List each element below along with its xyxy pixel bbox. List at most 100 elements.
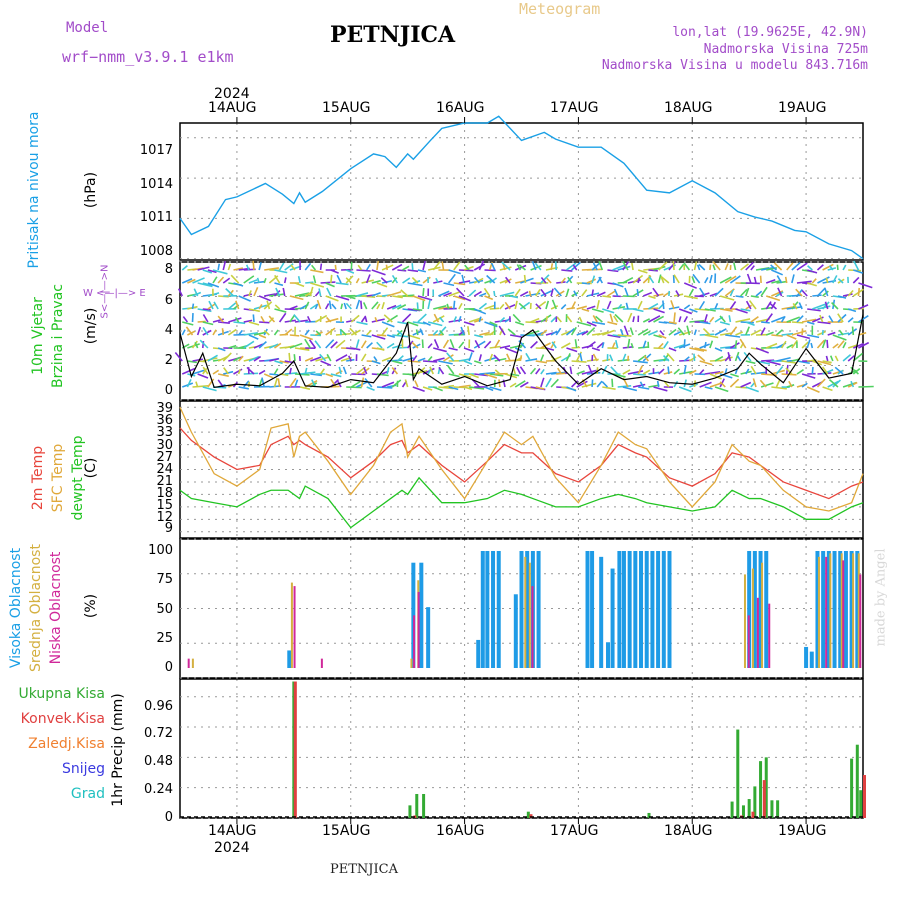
wind-arrow xyxy=(385,264,388,271)
wind-arrow xyxy=(759,275,762,284)
wind-arrow xyxy=(514,380,526,388)
wind-arrow xyxy=(678,308,693,315)
wind-arrow xyxy=(248,279,258,284)
wind-arrow xyxy=(243,293,252,297)
wind-arrow xyxy=(422,260,427,271)
wind-arrow xyxy=(546,277,552,284)
wind-arrow xyxy=(691,276,696,284)
wind-arrow xyxy=(310,356,322,362)
top-day-label: 16AUG xyxy=(436,100,485,116)
cloud-bar xyxy=(187,658,190,668)
wind-arrow xyxy=(357,264,363,271)
wind-arrow xyxy=(796,280,812,284)
wind-arrow xyxy=(207,378,215,388)
wind-arrow xyxy=(364,315,368,323)
wind-arrow xyxy=(411,263,414,271)
wind-arrow xyxy=(245,264,250,271)
wind-arrow xyxy=(632,274,644,284)
wind-arrow xyxy=(697,354,706,362)
temp-tick: 24 xyxy=(156,462,173,477)
wind-arrow xyxy=(391,379,402,388)
model-name: wrf−nmm_v3.9.1 e1km xyxy=(62,48,234,66)
wind-arrow xyxy=(735,295,744,298)
cloud-bar xyxy=(840,553,843,668)
wind-arrow xyxy=(642,340,647,349)
cloud-bar xyxy=(644,551,649,668)
wind-arrow xyxy=(602,358,611,362)
wind-arrow xyxy=(330,341,338,349)
wind-arrow xyxy=(304,367,308,375)
wind-arrow xyxy=(622,260,629,271)
wind-arrow xyxy=(256,277,260,284)
wind-arrow xyxy=(625,302,629,310)
wind-arrow xyxy=(356,321,368,326)
wind-arrow xyxy=(740,381,752,388)
wind-arrow xyxy=(853,269,864,274)
temp-tick: 12 xyxy=(156,510,173,525)
wind-arrow xyxy=(627,338,631,349)
wind-arrow xyxy=(483,340,492,349)
wind-arrow xyxy=(243,380,250,388)
wind-arrow xyxy=(396,355,404,362)
wind-arrow xyxy=(858,315,869,323)
wind-arrow xyxy=(810,342,814,349)
wind-arrow xyxy=(523,274,527,284)
wind-arrow xyxy=(827,380,839,388)
wind-arrow xyxy=(636,289,639,297)
cloud-bar xyxy=(843,551,848,668)
bottom-day-label: 14AUG xyxy=(208,823,257,839)
wind-arrow xyxy=(453,282,466,286)
wind-arrow xyxy=(248,334,259,340)
wind-arrow xyxy=(274,360,283,365)
wind-arrow xyxy=(458,316,462,323)
bottom-day-label: 16AUG xyxy=(436,823,485,839)
wind-arrow xyxy=(745,304,753,310)
wind-arrow xyxy=(576,370,585,375)
wind-arrow xyxy=(499,345,511,349)
wind-arrow xyxy=(837,313,847,323)
wind-arrow xyxy=(673,343,686,349)
wind-arrow xyxy=(227,263,232,271)
wind-arrow xyxy=(712,264,716,271)
wind-arrow xyxy=(416,302,419,310)
wind-arrow xyxy=(837,278,844,284)
wind-arrow xyxy=(505,276,511,284)
wind-arrow xyxy=(653,386,668,392)
wind-arrow xyxy=(540,276,547,284)
wind-arrow xyxy=(535,289,541,297)
wind-arrow xyxy=(439,316,445,323)
wind-arrow xyxy=(519,381,529,388)
wind-arrow xyxy=(739,338,747,349)
wind-arrow xyxy=(842,264,847,271)
wind-arrow xyxy=(768,302,778,310)
wind-arrow xyxy=(617,384,632,388)
wind-arrow xyxy=(248,355,260,362)
wind-arrow xyxy=(576,380,588,388)
wind-arrow xyxy=(222,352,232,362)
wind-arrow xyxy=(550,378,559,388)
wind-arrow xyxy=(195,381,199,388)
wind-arrow xyxy=(612,282,624,288)
wind-arrow xyxy=(412,295,426,302)
wind-arrow xyxy=(613,315,619,323)
wind-arrow xyxy=(221,328,225,336)
wind-arrow xyxy=(334,264,337,271)
cloud-bar xyxy=(849,551,854,668)
precip-bar xyxy=(855,744,859,818)
cloud-bar xyxy=(768,603,771,668)
wind-arrow xyxy=(677,327,685,336)
wind-arrow xyxy=(192,358,204,362)
cloud-bar xyxy=(191,658,194,668)
wind-arrow xyxy=(727,351,732,362)
cloud-bar xyxy=(287,650,292,668)
wind-arrow xyxy=(417,357,426,362)
wind-arrow xyxy=(453,295,466,301)
wind-arrow xyxy=(693,261,698,271)
wind-arrow xyxy=(519,291,529,297)
wind-arrow xyxy=(362,302,368,310)
wind-arrow xyxy=(202,282,213,287)
wind-arrow xyxy=(550,288,554,297)
wind-arrow xyxy=(237,368,241,375)
wind-arrow xyxy=(493,354,501,362)
precip-bar xyxy=(753,786,757,818)
